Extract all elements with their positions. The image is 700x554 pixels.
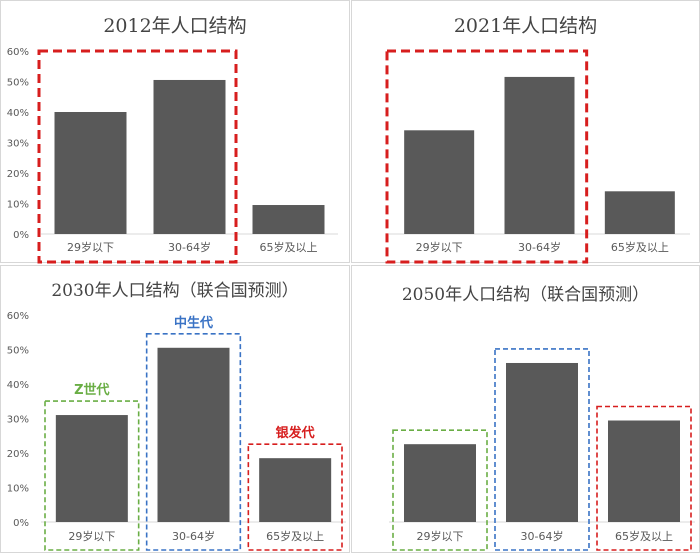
category-label: 65岁及以上 bbox=[615, 529, 673, 543]
bar-1 bbox=[404, 130, 475, 234]
y-tick-label: 50% bbox=[7, 78, 29, 89]
bar-3 bbox=[252, 205, 325, 234]
category-label: 30-64岁 bbox=[168, 240, 211, 254]
highlight-box-red bbox=[385, 49, 589, 264]
y-tick-label: 50% bbox=[7, 346, 29, 357]
category-label: 29岁以下 bbox=[416, 240, 463, 254]
y-tick-label: 60% bbox=[7, 47, 29, 58]
highlight-label: Z世代 bbox=[74, 382, 109, 398]
chart-title: 2012年人口结构 bbox=[103, 15, 247, 37]
chart-plot: 0% 10% 20% 30% 40% 50% 60% 29岁以下 30-64岁 65岁及以上 bbox=[7, 47, 338, 264]
y-tick-label: 30% bbox=[7, 139, 29, 150]
category-label: 30-64岁 bbox=[521, 529, 564, 543]
highlight-box-green bbox=[392, 429, 488, 551]
y-tick-label: 40% bbox=[7, 380, 29, 391]
y-tick-label: 20% bbox=[7, 449, 29, 460]
category-label: 29岁以下 bbox=[417, 529, 464, 543]
chart-title: 2050年人口结构（联合国预测） bbox=[401, 285, 650, 305]
category-label: 65岁及以上 bbox=[266, 529, 324, 543]
chart-title: 2021年人口结构 bbox=[453, 15, 598, 37]
chart-title: 2030年人口结构（联合国预测） bbox=[51, 281, 299, 301]
bar-2 bbox=[504, 76, 575, 234]
y-tick-label: 30% bbox=[7, 415, 29, 426]
highlight-box-red bbox=[247, 443, 343, 551]
bar-1 bbox=[54, 112, 127, 234]
bar-3 bbox=[604, 191, 675, 234]
bar-2 bbox=[506, 362, 578, 522]
chart-panel-2050: 2050年人口结构（联合国预测） 0%10%20%30%40%50%60%29岁… bbox=[351, 265, 700, 553]
y-tick-label: 10% bbox=[7, 484, 29, 495]
bar-3 bbox=[259, 458, 332, 522]
highlight-box-blue bbox=[494, 348, 590, 551]
bar-2 bbox=[153, 79, 226, 234]
y-tick-label: 40% bbox=[7, 108, 29, 119]
y-tick-label: 10% bbox=[7, 200, 29, 211]
category-label: 65岁及以上 bbox=[611, 240, 669, 254]
bar-2 bbox=[157, 347, 230, 522]
category-label: 30-64岁 bbox=[518, 240, 561, 254]
category-label: 30-64岁 bbox=[172, 529, 215, 543]
highlight-box-red bbox=[596, 405, 692, 551]
highlight-box-green bbox=[44, 400, 140, 551]
highlight-box-red bbox=[37, 49, 238, 264]
y-tick-label: 20% bbox=[7, 169, 29, 180]
category-label: 65岁及以上 bbox=[260, 240, 318, 254]
y-tick-label: 0% bbox=[13, 518, 29, 529]
highlight-box-blue bbox=[145, 332, 242, 551]
category-label: 29岁以下 bbox=[67, 240, 114, 254]
chart-panel-2012: 2012年人口结构 0% 10% 20% 30% 40% 50% 60% 29岁以下 30-64… bbox=[0, 0, 350, 264]
chart-panel-2030: 2030年人口结构（联合国预测） 0% 10% 20% 30% 40% 50% 60% 29岁… bbox=[0, 265, 350, 553]
bar-1 bbox=[55, 415, 128, 522]
y-tick-label: 60% bbox=[7, 311, 29, 322]
bar-1 bbox=[404, 444, 476, 522]
highlight-label: 中生代 bbox=[174, 315, 213, 331]
bar-3 bbox=[608, 420, 680, 522]
chart-panel-2021: 2021年人口结构 0%10%20%30%40%50%60%29岁以下30-64… bbox=[351, 0, 700, 264]
chart-plot: 0% 10% 20% 30% 40% 50% 60% 29岁以下 30-64岁 65岁及以上 Z世代… bbox=[7, 311, 346, 551]
y-tick-label: 0% bbox=[13, 230, 29, 241]
category-label: 29岁以下 bbox=[68, 529, 115, 543]
highlight-label: 银发代 bbox=[276, 425, 315, 441]
